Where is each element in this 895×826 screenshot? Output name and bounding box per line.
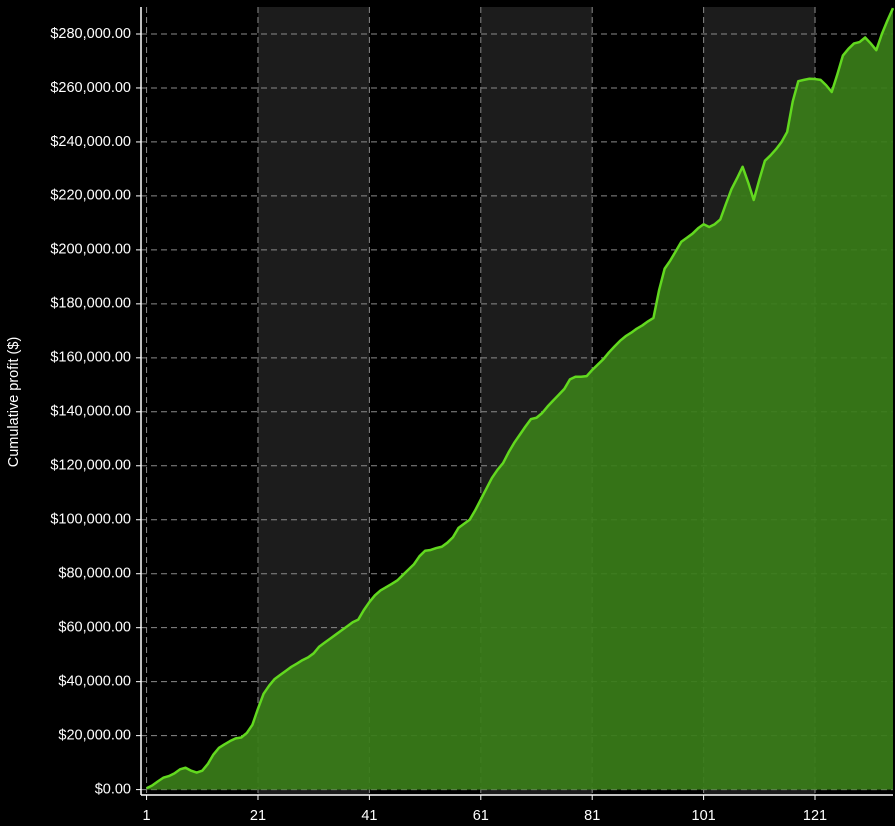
y-tick-label: $0.00 [95,781,131,797]
y-tick-label: $120,000.00 [50,458,131,474]
x-tick-label: 21 [250,808,266,824]
area [146,8,893,790]
y-tick-label: $160,000.00 [50,350,131,366]
y-tick-label: $240,000.00 [50,134,131,150]
y-tick-label: $60,000.00 [58,620,131,636]
y-tick-label: $20,000.00 [58,727,131,743]
y-tick-label: $180,000.00 [50,296,131,312]
y-tick-label: $200,000.00 [50,242,131,258]
x-tick-label: 41 [361,808,377,824]
line [146,7,895,790]
x-tick-label: 81 [584,808,600,824]
y-tick-label: $220,000.00 [50,188,131,204]
x-tick-label: 101 [692,808,716,824]
y-tick-label: $260,000.00 [50,80,131,96]
y-tick-label: $280,000.00 [50,26,131,42]
y-tick-label: $100,000.00 [50,512,131,528]
x-tick-label: 61 [473,808,489,824]
y-axis-label: Cumulative profit ($) [6,337,22,468]
y-tick-label: $140,000.00 [50,404,131,420]
y-tick-label: $40,000.00 [58,673,131,689]
x-tick-label: 121 [803,808,827,824]
y-tick-label: $80,000.00 [58,566,131,582]
x-tick-label: 1 [143,808,151,824]
